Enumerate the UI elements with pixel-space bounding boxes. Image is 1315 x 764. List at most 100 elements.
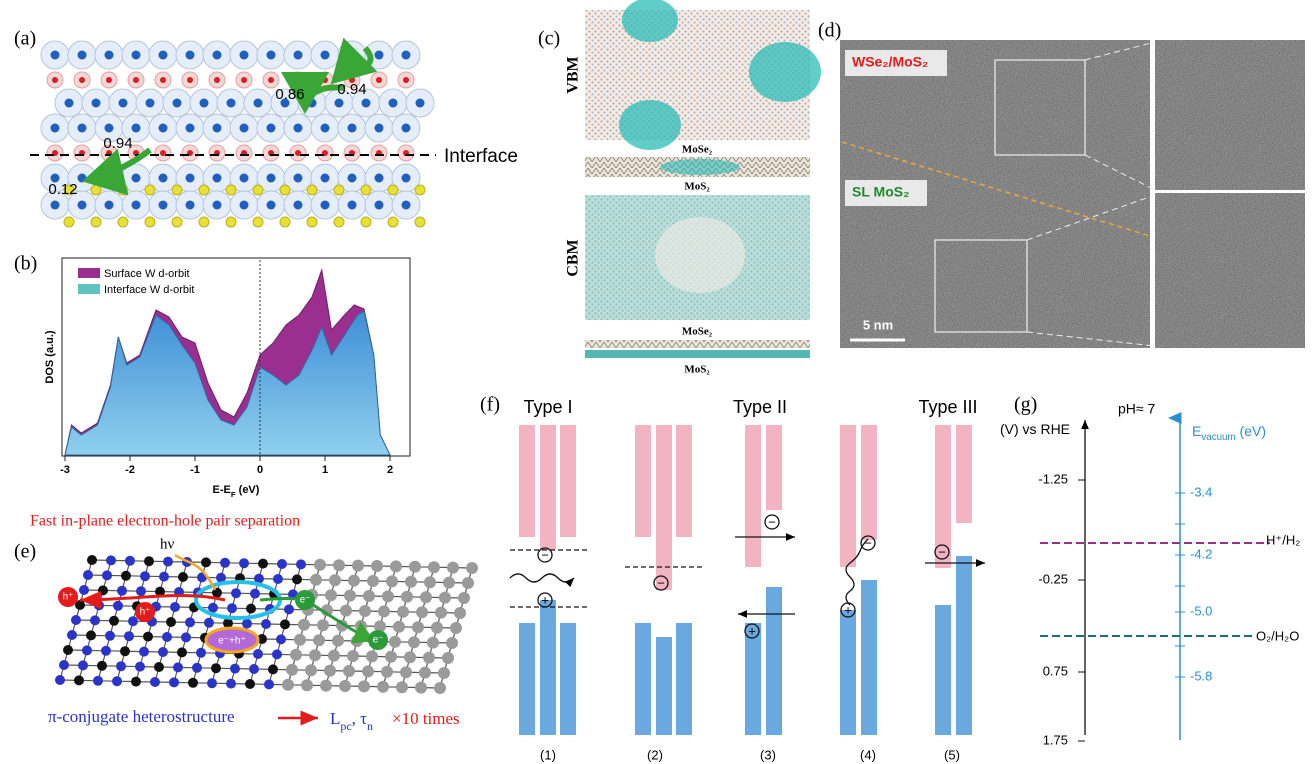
atom-w: [375, 124, 384, 133]
lattice-atom: [328, 650, 340, 662]
transfer-value: 0.94: [337, 81, 366, 98]
atom-s: [226, 185, 236, 195]
atom-w: [267, 174, 276, 183]
tem-texture: [1155, 40, 1305, 190]
tick-label: -0.25: [1038, 571, 1068, 586]
lattice-atom: [162, 632, 172, 642]
valence-band: [676, 623, 692, 735]
lattice-atom: [393, 621, 405, 633]
atom-s: [334, 217, 344, 227]
type-label: Type III: [918, 397, 977, 417]
lattice-atom: [324, 665, 336, 677]
atom-w: [213, 201, 222, 210]
conduction-band: [540, 425, 556, 550]
lattice-atom: [204, 618, 214, 628]
lattice-atom: [196, 648, 206, 658]
lattice-atom: [116, 661, 126, 671]
lattice-atom: [109, 616, 119, 626]
atom-w: [240, 201, 249, 210]
atom-se: [52, 77, 58, 83]
caption: π-conjugate heterostructure: [48, 707, 235, 726]
lattice-atom: [276, 634, 286, 644]
tem-texture: [1155, 193, 1305, 348]
x-tick-label: 1: [322, 464, 328, 476]
left-axis-title: (V) vs RHE: [1000, 421, 1070, 437]
valence-band: [656, 637, 672, 735]
legend-swatch: [78, 268, 100, 278]
atom-w: [186, 51, 195, 60]
lattice-atom: [340, 605, 352, 617]
lattice-atom: [78, 660, 88, 670]
layer-label: MoSe₂: [682, 144, 713, 156]
text-part: RHE: [1040, 421, 1070, 437]
lattice-atom: [55, 675, 65, 685]
transfer-value: 0.94: [103, 135, 132, 152]
lattice-atom: [227, 603, 237, 613]
lattice-atom: [332, 635, 344, 647]
atom-se: [160, 77, 166, 83]
tick-label: 0.75: [1043, 663, 1068, 678]
lattice-atom: [102, 570, 112, 580]
scale-label: 5 nm: [863, 317, 893, 332]
lattice-atom: [268, 664, 278, 674]
conduction-band: [861, 425, 877, 540]
atom-s: [280, 217, 290, 227]
panel-label: (b): [14, 253, 37, 275]
lattice-atom: [170, 602, 180, 612]
lattice-atom: [412, 621, 424, 633]
conduction-band: [519, 425, 535, 537]
atom-w: [213, 51, 222, 60]
y-axis-label: DOS (a.u.): [44, 330, 56, 384]
lattice-atom: [347, 650, 359, 662]
conduction-band: [766, 425, 782, 510]
valence-band: [560, 623, 576, 735]
conduction-band: [560, 425, 576, 537]
subscript: vacuum: [1201, 432, 1235, 443]
lattice-atom: [201, 557, 211, 567]
lattice-atom: [154, 662, 164, 672]
panel-label: (f): [480, 394, 500, 416]
lattice-atom: [192, 663, 202, 673]
lattice-atom: [305, 664, 317, 676]
lattice-atom: [390, 560, 402, 572]
lattice-atom: [325, 589, 337, 601]
atom-w: [402, 124, 411, 133]
atom-w: [159, 51, 168, 60]
atom-w: [51, 201, 60, 210]
lattice-atom: [87, 555, 97, 565]
lattice-atom: [284, 604, 294, 614]
charge-sign: −: [657, 575, 665, 590]
lattice-atom: [230, 664, 240, 674]
conduction-band: [676, 425, 692, 537]
atom-w: [362, 99, 371, 108]
atom-w: [402, 174, 411, 183]
charge-sign: +: [541, 592, 549, 607]
lattice-atom: [264, 679, 274, 689]
atom-se: [79, 77, 85, 83]
atom-w: [321, 174, 330, 183]
lattice-atom: [63, 645, 73, 655]
lattice-atom: [320, 680, 332, 692]
atom-w: [78, 124, 87, 133]
exciton-label: e⁻+h⁺: [218, 636, 246, 647]
subscript: n: [367, 719, 373, 733]
valence-band: [935, 605, 951, 735]
lattice-atom: [139, 647, 149, 657]
lattice-atom: [178, 572, 188, 582]
lattice-atom: [159, 572, 169, 582]
charge-void: [655, 217, 745, 293]
lattice-atom: [242, 619, 252, 629]
atom-w: [294, 201, 303, 210]
lattice-atom: [261, 619, 271, 629]
lattice-atom: [462, 577, 474, 589]
atom-w: [159, 124, 168, 133]
atom-w: [267, 124, 276, 133]
legend-entry: Interface W d-orbit: [104, 284, 194, 296]
lattice-atom: [447, 562, 459, 574]
atom-w: [132, 174, 141, 183]
lattice-atom: [385, 651, 397, 663]
atom-w: [267, 201, 276, 210]
lattice-atom: [431, 622, 443, 634]
lattice-atom: [339, 680, 351, 692]
lattice-atom: [207, 678, 217, 688]
